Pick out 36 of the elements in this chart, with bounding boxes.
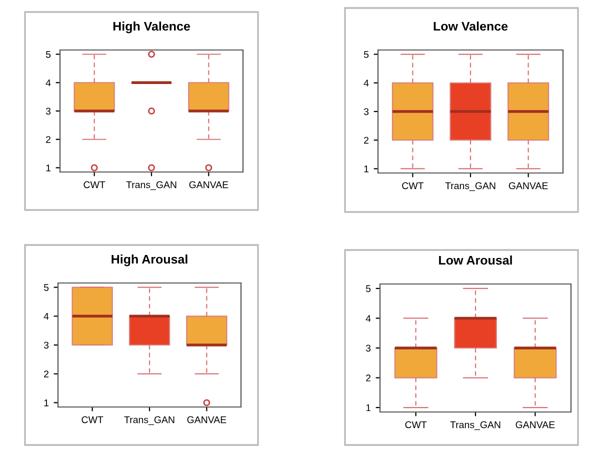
y-tick-label: 5: [46, 51, 51, 58]
x-tick-label: GANVAE: [189, 181, 228, 188]
y-tick-label: 2: [366, 374, 370, 382]
y-tick-label: 4: [366, 315, 371, 322]
y-tick-label: 1: [44, 400, 48, 406]
y-tick-label: 4: [364, 80, 369, 86]
y-tick-label: 4: [44, 312, 49, 320]
x-tick-label: CWT: [82, 416, 104, 424]
x-tick-label: Trans_GAN: [450, 421, 500, 430]
y-tick-label: 5: [364, 51, 369, 58]
x-tick-label: GANVAE: [516, 421, 555, 428]
x-tick-label: CWT: [405, 421, 427, 428]
y-tick-label: 4: [46, 79, 51, 86]
x-tick-label: CWT: [84, 181, 106, 188]
chart-title: High Valence: [113, 21, 190, 34]
y-tick-label: 3: [46, 108, 51, 115]
y-tick-label: 1: [366, 404, 370, 412]
y-tick-label: 1: [46, 164, 50, 172]
y-tick-label: 2: [46, 136, 50, 143]
x-tick-label: Trans_GAN: [126, 181, 176, 190]
y-tick-label: 5: [366, 285, 371, 292]
y-tick-label: 3: [44, 342, 49, 349]
y-tick-label: 2: [44, 370, 48, 378]
x-tick-label: CWT: [402, 182, 424, 190]
y-tick-label: 3: [366, 344, 371, 352]
y-tick-label: 1: [364, 166, 368, 172]
y-tick-label: 3: [364, 108, 369, 116]
chart-title: High Arousal: [112, 254, 188, 266]
chart-title: Low Valence: [434, 21, 508, 31]
x-tick-label: GANVAE: [508, 182, 548, 190]
x-tick-label: GANVAE: [187, 416, 226, 424]
y-tick-label: 5: [44, 284, 49, 291]
chart-title: Low Arousal: [439, 255, 512, 265]
y-tick-label: 2: [364, 136, 368, 144]
x-tick-label: Trans_GAN: [445, 182, 496, 192]
x-tick-label: Trans_GAN: [124, 416, 174, 426]
